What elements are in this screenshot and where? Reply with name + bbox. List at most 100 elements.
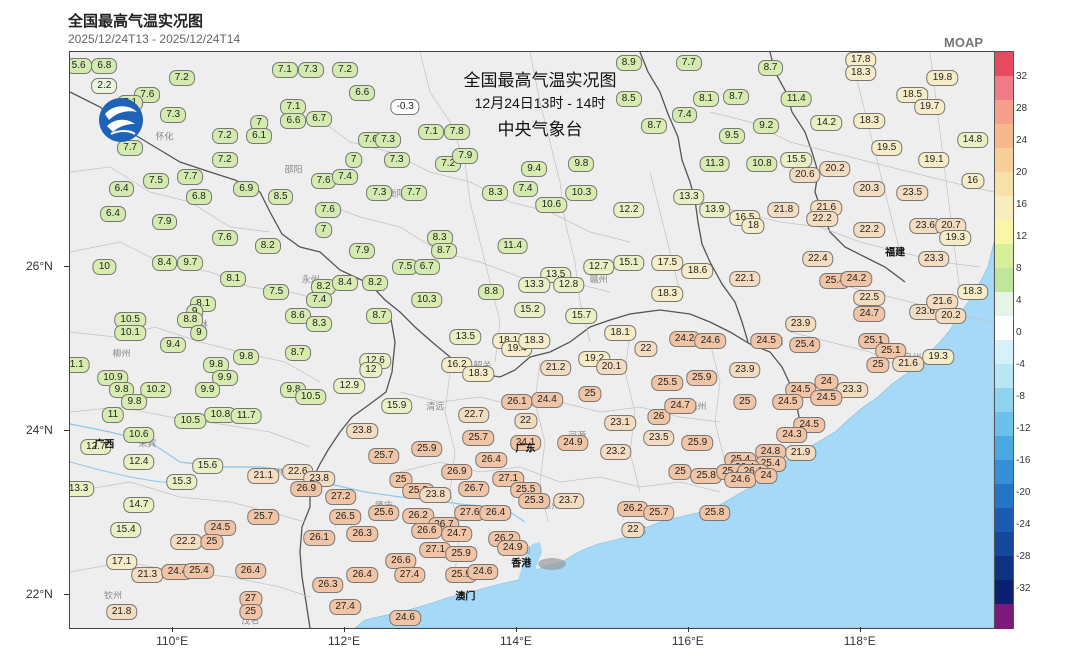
station-value: 6.4	[100, 205, 126, 222]
station-value: 19.7	[913, 98, 946, 115]
station-value: 9.9	[211, 369, 238, 386]
place-name: 梅州	[688, 401, 707, 412]
station-value: 20.3	[853, 181, 886, 198]
lon-tick	[859, 627, 861, 632]
station-value: 26.2	[402, 507, 434, 524]
station-value: 24.7	[853, 305, 886, 322]
station-value: 9	[190, 324, 208, 341]
station-value: 18.1	[604, 324, 636, 341]
station-value: 13.9	[698, 201, 731, 218]
station-value: 7.6	[211, 230, 238, 247]
place-name: 柳州	[112, 348, 131, 359]
station-value: 24.9	[496, 539, 529, 556]
station-value: 22	[634, 341, 658, 358]
station-value: 7.2	[211, 152, 238, 169]
station-value: 15.1	[612, 254, 645, 271]
station-value: 21.8	[767, 201, 800, 218]
station-value: 18.3	[956, 283, 989, 300]
station-value: 6.4	[108, 181, 135, 198]
station-value: 8.7	[757, 60, 784, 77]
station-value: 25	[668, 464, 692, 481]
station-value: 6.8	[185, 189, 212, 206]
region-label: 广东	[515, 443, 536, 455]
station-value: 18.3	[462, 365, 494, 382]
lon-label: 112°E	[328, 634, 360, 648]
colorbar-label: -4	[1016, 359, 1025, 370]
map-panel[interactable]: 怀化邵阳衡阳永州桂林柳州来宾清远韶关赣州龙岩泉州梅州潮州河源惠州汕尾深圳梧州肇庆…	[69, 51, 995, 629]
station-value: 19.3	[939, 230, 972, 247]
lon-label: 110°E	[156, 634, 189, 648]
station-value: 21.1	[247, 468, 280, 485]
station-value: 7.9	[349, 242, 376, 259]
map-title-line1: 全国最高气温实况图	[463, 71, 617, 90]
lat-label: 22°N	[26, 587, 53, 602]
station-value: 8.7	[284, 345, 311, 362]
station-value: 15.7	[565, 308, 598, 325]
station-value: 22.7	[458, 406, 490, 423]
colorbar-segment	[995, 244, 1013, 269]
station-value: 7.3	[297, 62, 324, 79]
lat-tick	[64, 265, 69, 267]
station-value: 18.3	[651, 286, 684, 303]
station-value: 13.3	[70, 480, 95, 497]
place-name: 清远	[426, 401, 445, 412]
station-value: 7.7	[117, 140, 144, 156]
place-name: 邵阳	[284, 164, 303, 174]
station-value: 8.7	[723, 89, 750, 106]
lon-tick	[172, 627, 174, 632]
station-value: 22.2	[806, 211, 838, 228]
station-value: 23.1	[604, 414, 636, 431]
page-subtitle: 2025/12/24T13 - 2025/12/24T14	[68, 32, 241, 46]
colorbar-label: -24	[1016, 519, 1031, 530]
station-value: 7.3	[383, 152, 410, 169]
station-value: 26.4	[479, 505, 512, 522]
station-value: -0.3	[390, 98, 420, 115]
station-value: 8.2	[254, 238, 281, 255]
station-value: 22.2	[853, 222, 886, 239]
station-value: 20.2	[935, 308, 967, 325]
station-value: 18.3	[853, 112, 886, 129]
station-value: 26.3	[346, 525, 378, 542]
station-value: 24	[814, 373, 838, 390]
colorbar-label: 24	[1016, 135, 1028, 146]
station-value: 26.1	[303, 529, 335, 546]
station-value: 26.4	[475, 451, 507, 468]
station-value: 25.7	[367, 447, 400, 464]
station-value: 20.1	[595, 359, 628, 376]
station-value: 9.8	[568, 156, 595, 173]
station-value: 25.9	[681, 435, 714, 452]
station-value: 10.6	[535, 197, 568, 214]
station-value: 8.5	[615, 90, 642, 107]
station-value: 25.7	[247, 509, 280, 526]
station-value: 9.5	[718, 127, 745, 144]
colorbar-label: -8	[1016, 391, 1025, 402]
colorbar-label: 16	[1016, 199, 1028, 210]
station-value: 11	[101, 406, 125, 423]
place-name: 茂名	[241, 615, 260, 626]
station-value: 25.9	[410, 441, 443, 458]
station-value: 15.6	[191, 457, 224, 474]
station-value: 5.6	[70, 57, 92, 74]
station-value: 20.6	[789, 167, 821, 184]
station-value: 8.7	[430, 242, 457, 259]
station-value: 25.8	[698, 505, 731, 522]
place-name: 永州	[301, 274, 320, 285]
station-value: 24.5	[810, 390, 843, 407]
station-value: 8.7	[641, 117, 668, 134]
station-value: 25.4	[183, 562, 215, 579]
station-value: 24.1	[509, 435, 542, 452]
station-value: 11.4	[780, 90, 812, 107]
station-value: 23.3	[918, 250, 950, 267]
station-value: 11.4	[497, 238, 529, 255]
station-value: 15.2	[514, 301, 546, 318]
station-value: 17.5	[651, 254, 684, 271]
place-name: 赣州	[589, 274, 608, 285]
station-value: 10	[92, 258, 116, 275]
lon-label: 114°E	[499, 634, 532, 648]
station-value: 14.8	[956, 131, 989, 148]
station-value: 24.2	[840, 271, 873, 288]
station-value: 7.5	[263, 283, 290, 300]
station-value: 7	[344, 152, 363, 169]
page-title: 全国最高气温实况图	[68, 13, 204, 30]
station-value: 7.8	[443, 123, 470, 140]
